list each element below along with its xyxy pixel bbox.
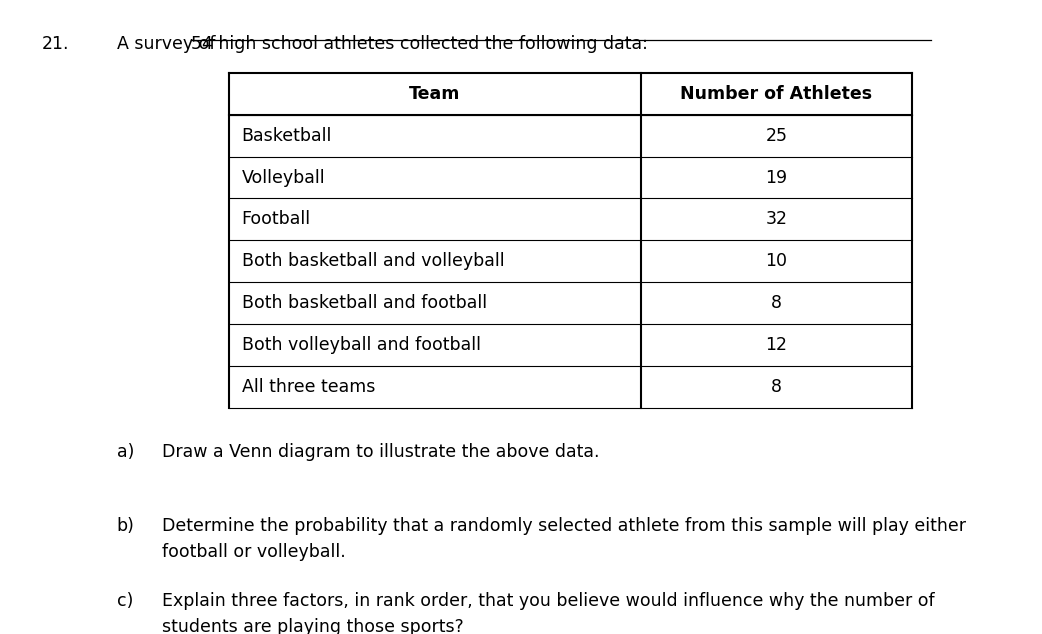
Text: A survey of: A survey of [117, 35, 221, 53]
Text: 12: 12 [765, 336, 788, 354]
Text: Draw a Venn diagram to illustrate the above data.: Draw a Venn diagram to illustrate the ab… [162, 443, 599, 460]
Text: Determine the probability that a randomly selected athlete from this sample will: Determine the probability that a randoml… [162, 517, 966, 561]
Text: 32: 32 [765, 210, 788, 228]
Text: Football: Football [242, 210, 311, 228]
Text: Number of Athletes: Number of Athletes [680, 85, 872, 103]
Text: 8: 8 [771, 294, 782, 312]
Text: 54 high school athletes collected the following data:: 54 high school athletes collected the fo… [191, 35, 647, 53]
Text: All three teams: All three teams [242, 378, 375, 396]
Text: 10: 10 [765, 252, 788, 270]
Text: 19: 19 [765, 169, 788, 186]
Text: Explain three factors, in rank order, that you believe would influence why the n: Explain three factors, in rank order, th… [162, 592, 934, 634]
Text: b): b) [117, 517, 134, 535]
Text: 25: 25 [765, 127, 788, 145]
Text: 21.: 21. [42, 35, 69, 53]
Text: Both basketball and volleyball: Both basketball and volleyball [242, 252, 504, 270]
Text: Volleyball: Volleyball [242, 169, 325, 186]
Text: Both basketball and football: Both basketball and football [242, 294, 487, 312]
Text: 8: 8 [771, 378, 782, 396]
Text: Basketball: Basketball [242, 127, 332, 145]
Text: Team: Team [410, 85, 461, 103]
Text: Both volleyball and football: Both volleyball and football [242, 336, 480, 354]
Text: a): a) [117, 443, 134, 460]
Text: c): c) [117, 592, 133, 610]
